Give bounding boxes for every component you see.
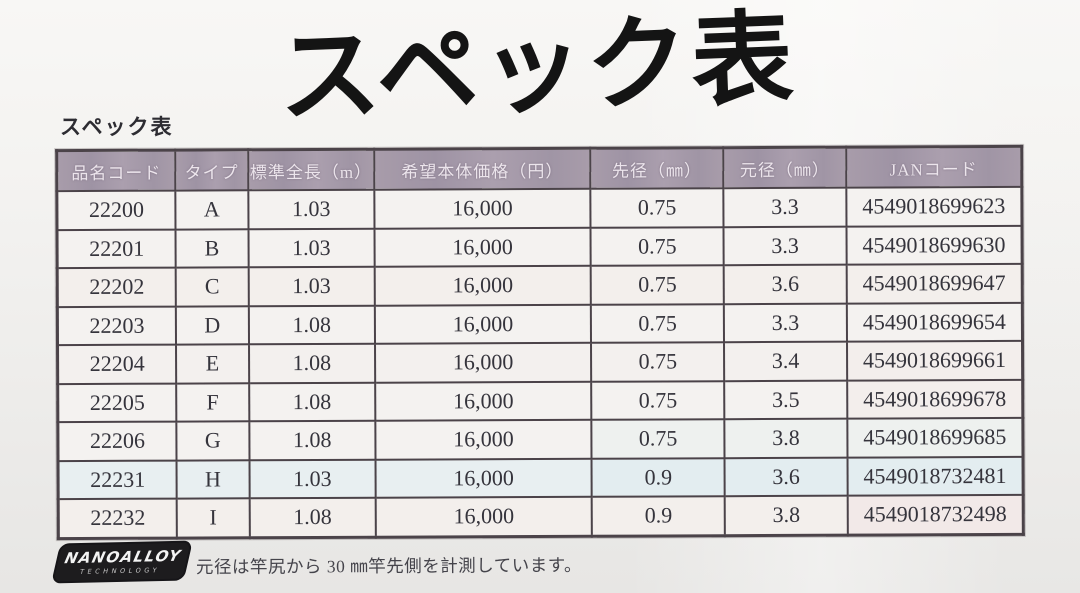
table-cell: 16,000	[375, 381, 592, 421]
table-cell: 22201	[57, 229, 176, 269]
table-cell: 3.3	[723, 226, 847, 266]
table-cell: 1.03	[248, 228, 375, 268]
table-cell: 22203	[57, 306, 177, 346]
table-cell: H	[176, 459, 250, 499]
column-header: 標準全長（m）	[247, 149, 375, 191]
table-cell: 1.08	[248, 343, 376, 383]
table-cell: 4549018699661	[846, 340, 1023, 381]
page-title: スペック表	[276, 0, 799, 138]
table-body: 22200 A 1.03 16,000 0.75 3.3 4549018699623 2220…	[56, 186, 1024, 539]
table-cell: 0.75	[590, 226, 724, 266]
table-cell: 16,000	[375, 419, 592, 460]
table-cell: I	[176, 498, 250, 538]
table-row: 22204 E 1.08 16,000 0.75 3.4 4549018699661	[57, 340, 1023, 384]
table-cell: 3.8	[724, 495, 848, 536]
column-header: タイプ	[175, 149, 248, 191]
column-header: 品名コード	[56, 150, 176, 192]
table-cell: 16,000	[374, 265, 591, 306]
table-row: 22200 A 1.03 16,000 0.75 3.3 4549018699623	[56, 186, 1022, 230]
table-cell: 0.75	[591, 380, 725, 420]
table-cell: 16,000	[374, 304, 592, 344]
logo-name-text: NANOALLOY	[63, 546, 184, 567]
table-cell: 0.75	[590, 303, 725, 343]
table-cell: 22231	[58, 460, 177, 500]
table-cell: 0.75	[590, 188, 724, 228]
table-row: 22205 F 1.08 16,000 0.75 3.5 4549018699678	[57, 379, 1023, 423]
table-cell: 4549018699654	[846, 302, 1023, 342]
table-cell: 4549018699623	[846, 186, 1022, 227]
column-header: 希望本体価格（円）	[374, 148, 591, 190]
table-cell: 16,000	[374, 188, 591, 229]
table-cell: 22206	[57, 421, 177, 461]
table-cell: E	[176, 344, 249, 384]
table-cell: 4549018732481	[847, 456, 1024, 496]
table-row: 22202 C 1.03 16,000 0.75 3.6 4549018699647	[57, 263, 1023, 307]
table-cell: G	[176, 421, 250, 461]
table-cell: B	[175, 228, 249, 268]
table-cell: 4549018732498	[847, 494, 1024, 535]
table-cell: 22232	[58, 498, 178, 539]
spec-table: 品名コード タイプ 標準全長（m） 希望本体価格（円） 先径（㎜） 元径（㎜） JANコード…	[55, 144, 1025, 540]
table-cell: 1.08	[248, 305, 375, 345]
table-cell: 16,000	[375, 458, 592, 498]
table-cell: 1.08	[249, 497, 376, 538]
table-row: 22231 H 1.03 16,000 0.9 3.6 4549018732481	[58, 456, 1024, 500]
table-cell: 22204	[57, 344, 177, 384]
table-cell: 1.08	[248, 382, 376, 422]
column-header: 元径（㎜）	[723, 147, 847, 189]
table-cell: 16,000	[374, 342, 592, 383]
table-cell: 3.4	[724, 341, 847, 381]
table-header: 品名コード タイプ 標準全長（m） 希望本体価格（円） 先径（㎜） 元径（㎜） JANコード	[56, 146, 1022, 192]
table-cell: 16,000	[374, 227, 591, 267]
table-cell: 1.08	[248, 420, 376, 460]
table-cell: 0.75	[591, 419, 725, 459]
table-cell: 22205	[57, 383, 177, 423]
table-cell: 4549018699647	[846, 263, 1023, 304]
table-header-row: 品名コード タイプ 標準全長（m） 希望本体価格（円） 先径（㎜） 元径（㎜） JANコード	[56, 146, 1022, 192]
table-cell: 3.3	[724, 303, 847, 343]
section-label: スペック表	[60, 115, 174, 139]
table-cell: 0.75	[591, 342, 725, 382]
table-cell: 22200	[56, 190, 176, 230]
table-row: 22203 D 1.08 16,000 0.75 3.3 4549018699654	[57, 302, 1023, 346]
table-cell: 16,000	[375, 496, 592, 537]
logo-sub-text: TECHNOLOGY	[79, 565, 161, 576]
table-cell: 0.9	[591, 457, 725, 497]
table-row: 22201 B 1.03 16,000 0.75 3.3 4549018699630	[57, 225, 1023, 269]
table-cell: A	[175, 190, 249, 230]
table-cell: 1.03	[249, 459, 376, 499]
nanoalloy-logo: NANOALLOY TECHNOLOGY	[53, 542, 191, 582]
table-cell: 3.8	[724, 418, 848, 458]
table-cell: D	[176, 305, 249, 345]
table-cell: 4549018699630	[846, 225, 1023, 265]
table-cell: 3.6	[723, 264, 847, 304]
table-cell: 3.6	[724, 457, 848, 497]
table-cell: 22202	[57, 267, 177, 307]
table-cell: 3.5	[724, 380, 848, 420]
column-header: 先径（㎜）	[590, 147, 724, 189]
table-cell: 3.3	[723, 187, 847, 227]
table-cell: 1.03	[248, 266, 375, 306]
table-row: 22232 I 1.08 16,000 0.9 3.8 4549018732498	[58, 494, 1024, 539]
table-cell: 0.9	[591, 496, 726, 536]
table-cell: 1.03	[247, 189, 375, 229]
measurement-note: 元径は竿尻から 30 ㎜竿先側を計測しています。	[195, 554, 583, 578]
table-cell: F	[176, 382, 249, 422]
table-cell: 4549018699685	[847, 417, 1024, 458]
column-header: JANコード	[845, 146, 1022, 188]
table-row: 22206 G 1.08 16,000 0.75 3.8 4549018699685	[57, 417, 1024, 461]
table-cell: C	[175, 267, 249, 307]
table-cell: 0.75	[590, 265, 725, 305]
table-cell: 4549018699678	[846, 379, 1023, 419]
